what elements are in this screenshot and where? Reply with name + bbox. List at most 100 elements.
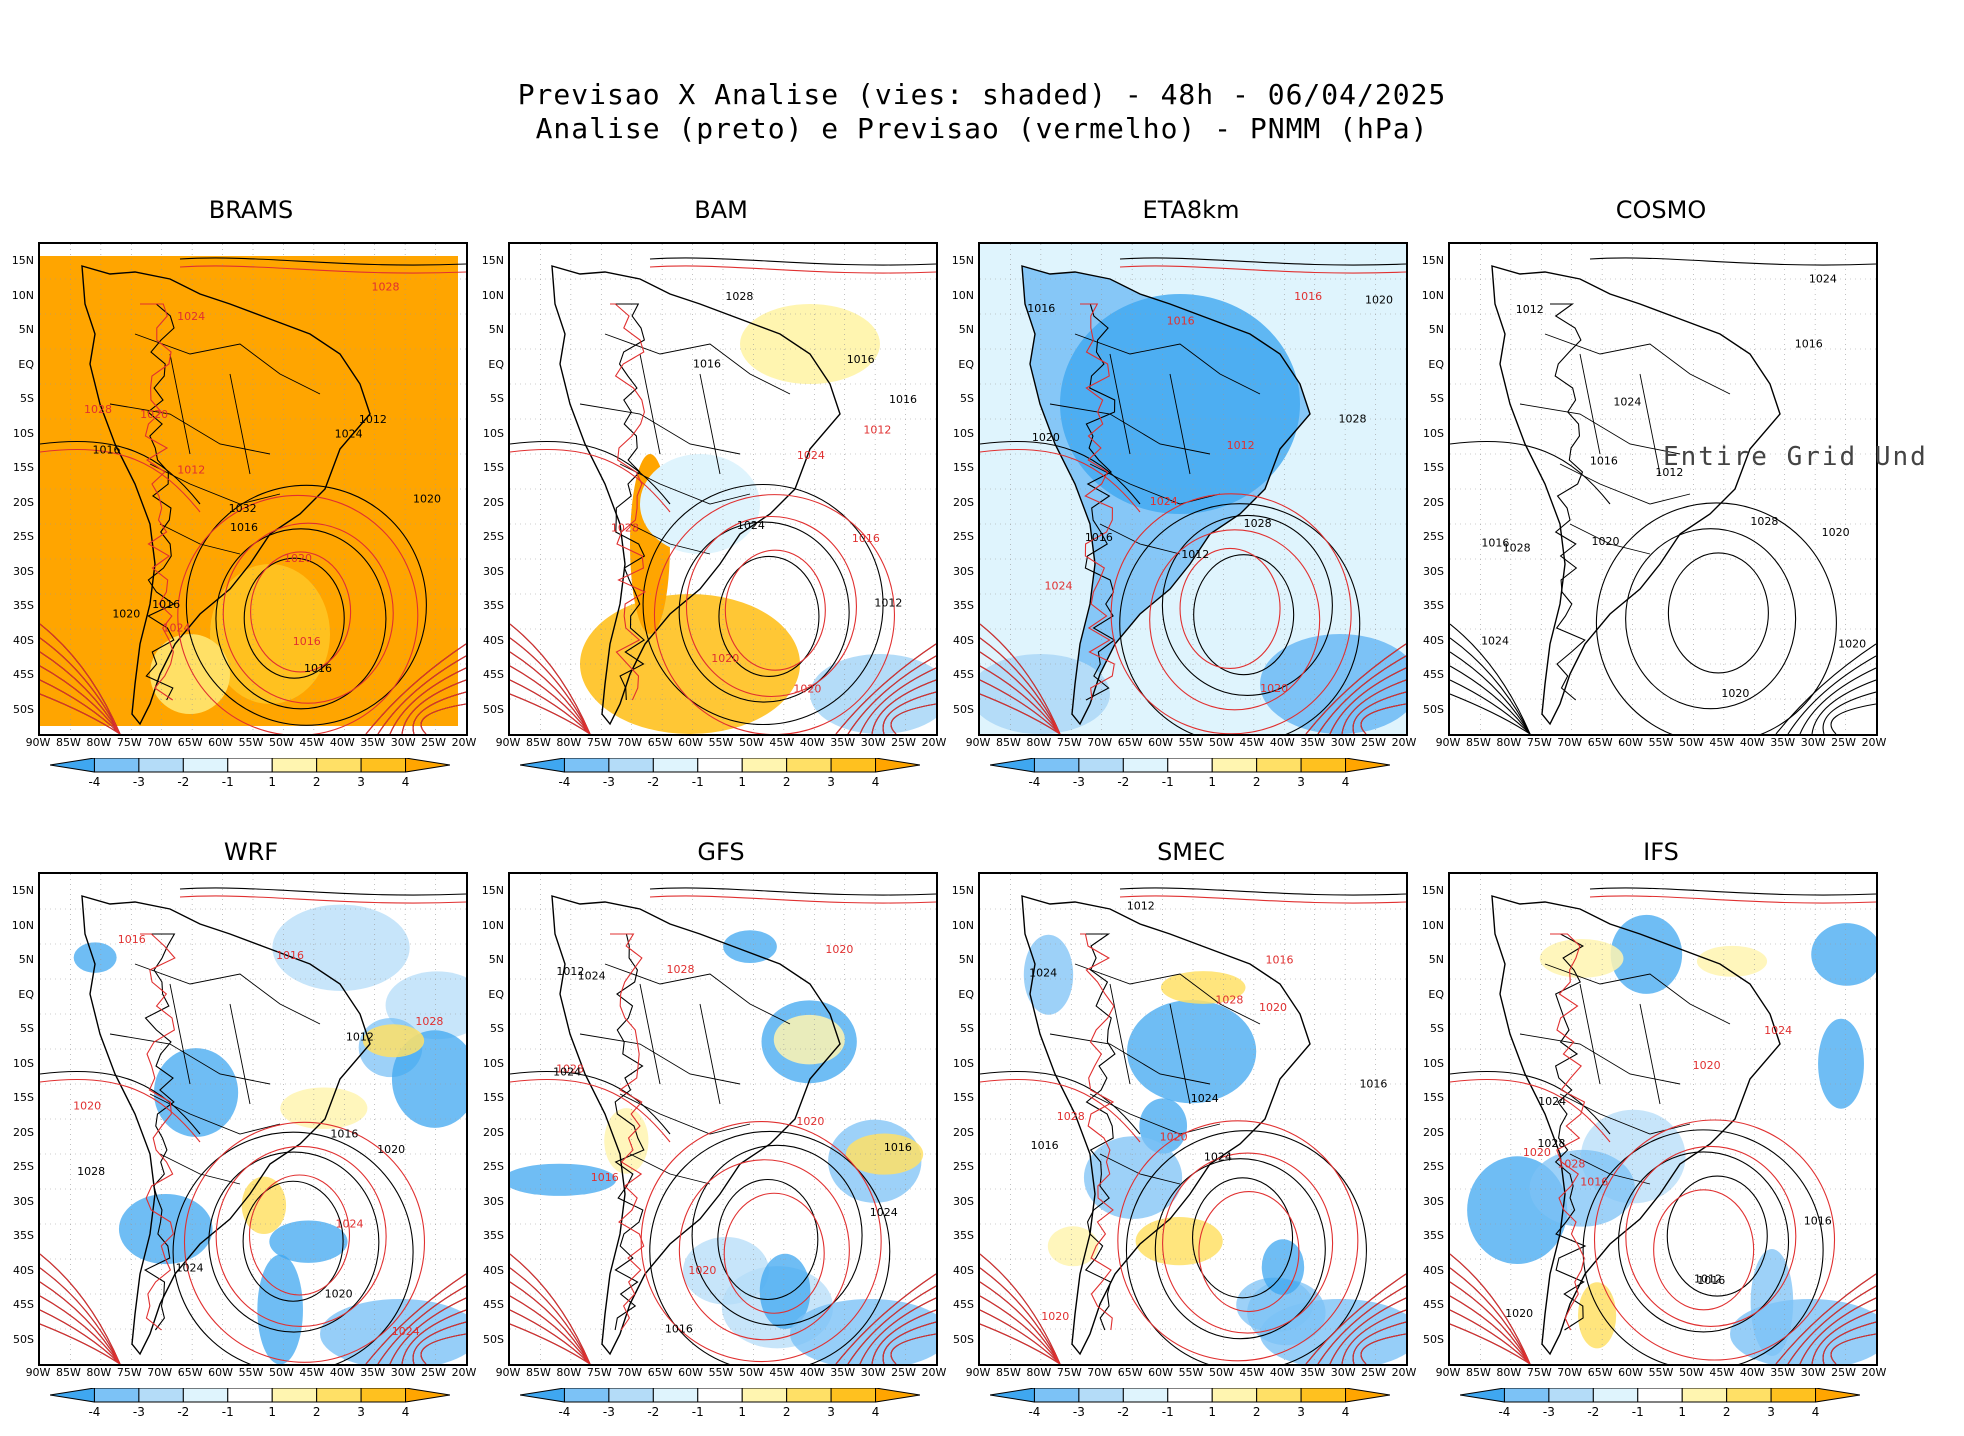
lat-label: 15N [11, 884, 34, 897]
lon-label: 75W [586, 1366, 612, 1379]
lon-label: 70W [147, 1366, 173, 1379]
lon-label: 45W [1239, 736, 1265, 749]
lat-label: 25S [1423, 530, 1444, 543]
contour-label: 1016 [693, 358, 721, 371]
isobar-line [1653, 1189, 1755, 1311]
isobar-line [610, 933, 645, 1331]
map-panel-wrf: 1012 1016 1016 1020 1024 1028 1028 1024 1020 1016… [38, 872, 468, 1366]
isobar-line [1119, 887, 1406, 896]
lon-label: 45W [769, 736, 795, 749]
isobar-line [1775, 1273, 1876, 1364]
country-border [639, 353, 661, 455]
contour-label: 1020 [796, 1115, 824, 1128]
isobar-line [1080, 303, 1115, 701]
lat-label: 15S [13, 461, 34, 474]
contour-label: 1020 [1505, 1307, 1533, 1320]
panel-title-wrf: WRF [223, 838, 279, 866]
contour-label: 1024 [553, 1066, 581, 1079]
bias-blob [362, 1024, 425, 1058]
lat-label: 30S [1423, 1194, 1444, 1208]
map-svg: 1012 1016 1016 1020 1024 1028 1024 1020 1016 1028… [980, 874, 1406, 1364]
panel-title-brams: BRAMS [208, 196, 294, 224]
contour-label: 1024 [1538, 1095, 1566, 1108]
lon-label: 70W [1557, 1366, 1583, 1379]
contour-label: 1020 [325, 1287, 353, 1300]
country-border [1099, 523, 1181, 555]
isobar-line [1450, 1295, 1531, 1364]
isobar-line [40, 1253, 121, 1364]
contour-label: 1012 [1694, 1272, 1722, 1285]
colorbar-segment [182, 1388, 229, 1403]
isobar-line [980, 679, 1061, 734]
isobar-line [1360, 1333, 1406, 1364]
colorbar-segment [1122, 758, 1169, 773]
lon-label: 45W [1709, 736, 1735, 749]
isobar-line [1450, 1267, 1531, 1364]
contour-label: 1024 [1029, 966, 1057, 979]
isobar-line [40, 441, 201, 505]
bias-blob [1160, 971, 1246, 1004]
lon-label: 20W [921, 1366, 947, 1379]
colorbar-segment [652, 758, 699, 773]
colorbar-segment [316, 758, 362, 773]
isobar-line [389, 667, 466, 734]
isobar-line [1341, 679, 1406, 734]
country-border [1544, 333, 1731, 395]
lon-label: 90W [495, 1366, 521, 1379]
isobar-line [1811, 679, 1876, 734]
isobar-line [1193, 554, 1295, 676]
isobar-line [882, 1321, 936, 1364]
lat-label: 15S [13, 1091, 34, 1104]
isobar-line [1450, 693, 1531, 734]
isobar-line [1450, 1309, 1531, 1364]
lat-label: 10N [951, 918, 974, 932]
lon-label: 45W [769, 1366, 795, 1379]
bias-blob [1539, 939, 1624, 978]
lon-label: 45W [1239, 1366, 1265, 1379]
map-panel-bam: 1012 1016 1016 1012 1016 1020 1016 1028 1024 1020… [508, 242, 938, 736]
lon-label: 60W [1618, 736, 1643, 749]
isobar-line [980, 1267, 1061, 1364]
lon-label: 90W [495, 736, 521, 749]
lat-label: 10S [13, 1056, 34, 1070]
title-line-2: Analise (preto) e Previsao (vermelho) - … [535, 112, 1429, 145]
lon-label: 60W [1148, 1366, 1173, 1379]
lat-label: 40S [483, 1263, 504, 1277]
colorbar-segment [1211, 1388, 1258, 1403]
colorbar-segment [608, 758, 654, 773]
isobar-group [1450, 257, 1876, 734]
lon-label: 20W [1861, 736, 1887, 749]
colorbar [520, 758, 920, 773]
map-svg: 1012 1016 1016 1020 1024 1028 1028 1024 1020 1016… [40, 874, 466, 1364]
isobar-line [208, 1151, 380, 1333]
contour-label: 1016 [230, 521, 258, 534]
colorbar-label: -4 [1028, 1405, 1041, 1419]
contour-label: 1020 [73, 1100, 101, 1113]
colorbar-label: 1 [268, 1405, 277, 1419]
panel-title-cosmo: COSMO [1615, 196, 1707, 224]
isobar-line [980, 441, 1141, 505]
isobar-line [1450, 651, 1531, 734]
lon-label: 25W [1831, 736, 1856, 749]
lat-label: 50S [1423, 702, 1444, 716]
contour-label: 1016 [1266, 953, 1294, 966]
contour-label: 1024 [737, 519, 765, 532]
isobar-line [40, 1253, 121, 1364]
colorbar-label: 3 [1767, 1405, 1775, 1419]
lon-label: 20W [1391, 1366, 1417, 1379]
lat-label: 20S [1423, 1125, 1444, 1139]
lat-label: 25S [483, 1160, 504, 1173]
lon-label: 45W [299, 736, 325, 749]
colorbar-segment [830, 1388, 877, 1403]
contour-label: 1020 [1260, 682, 1288, 695]
bias-blob [1529, 1149, 1635, 1227]
lat-label: 40S [953, 633, 974, 647]
contour-label: 1016 [1481, 537, 1509, 550]
isobar-line [510, 449, 671, 513]
lon-label: 35W [360, 736, 386, 749]
lon-label: 40W [799, 1366, 825, 1379]
lat-label: 45S [1423, 668, 1444, 681]
lat-label: EQ [18, 987, 34, 1001]
lon-label: 85W [55, 1366, 81, 1379]
isobar-line [1667, 552, 1769, 674]
